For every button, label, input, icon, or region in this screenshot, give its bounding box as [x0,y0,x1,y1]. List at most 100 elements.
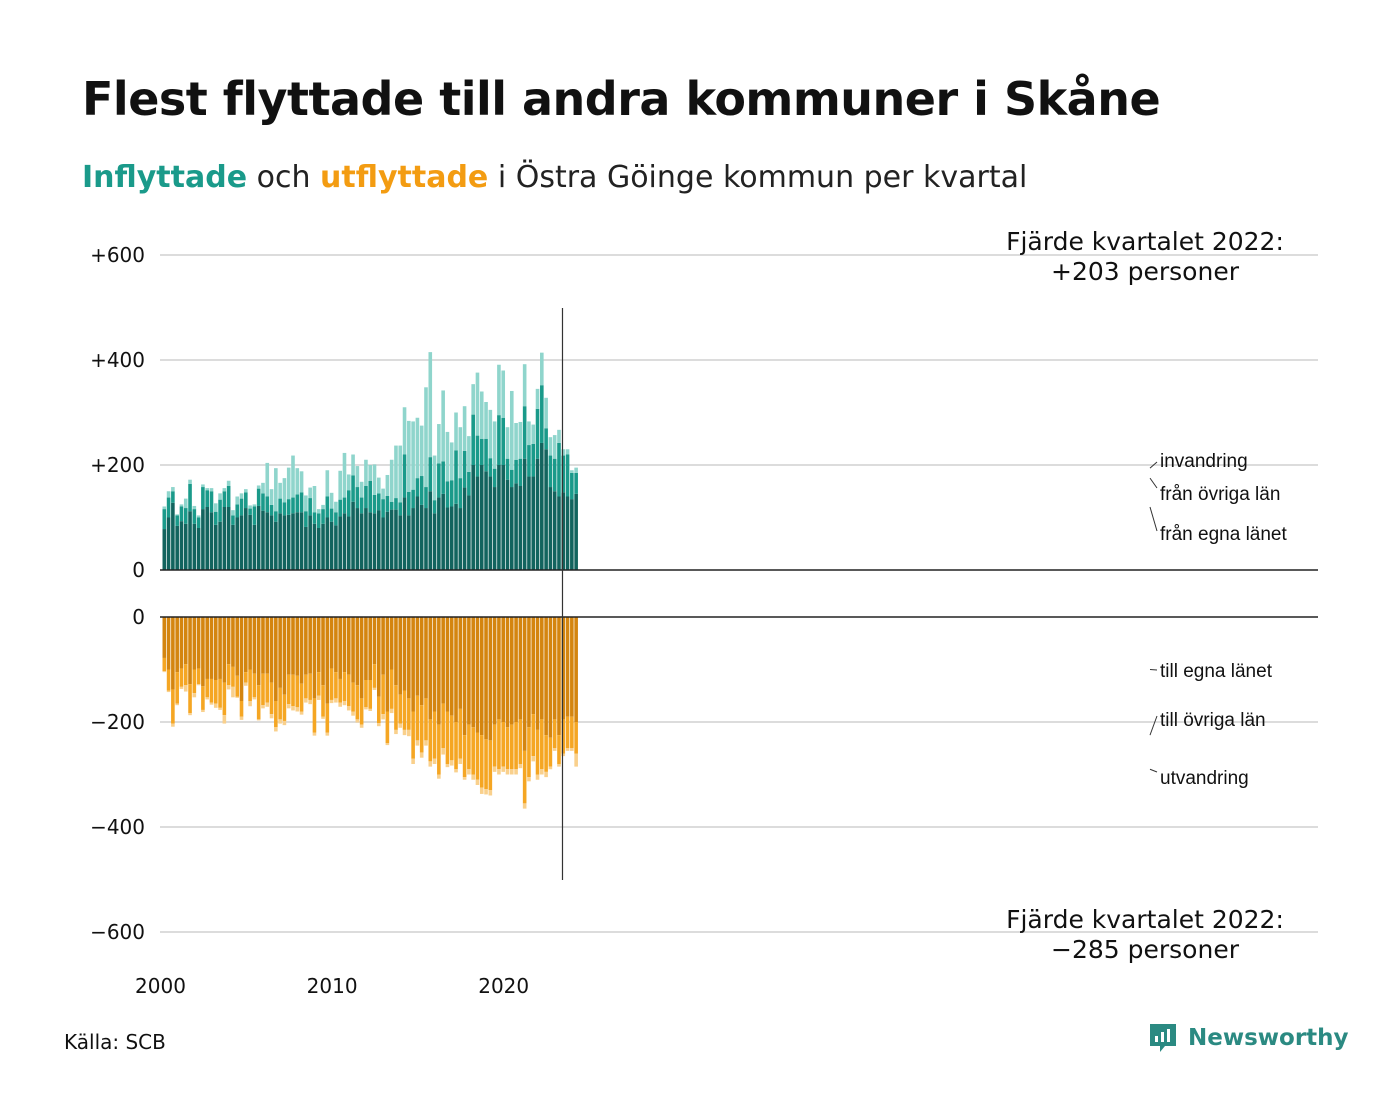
bar-out-other-counties [209,678,214,703]
bar-in-other-counties [231,515,235,525]
bar-in-immigration [475,372,480,436]
bar-out-other-counties [522,750,527,804]
bar-in-own-county [527,476,531,570]
bar-in-own-county [432,513,437,570]
bar-in-immigration [522,364,527,407]
bar-out-other-counties [561,719,566,754]
bar-in-other-counties [171,491,175,503]
bar-in-immigration [196,515,201,518]
bar-in-own-county [342,513,347,570]
bar-in-immigration [213,503,218,512]
bar-in-other-counties [540,385,544,443]
bar-out-own-county [252,617,257,674]
bar-in-own-county [162,529,167,570]
bar-in-other-counties [278,498,282,514]
bar-out-emigration [501,766,506,772]
bar-in-other-counties [505,458,510,480]
bar-out-own-county [183,617,188,665]
bar-out-emigration [462,777,467,780]
inflow-bars [162,352,578,570]
bar-out-own-county [561,617,566,720]
bar-in-other-counties [218,499,222,522]
bar-in-other-counties [462,450,467,488]
bar-in-own-county [291,513,295,570]
bar-out-other-counties [437,724,441,775]
bar-in-own-county [205,507,209,570]
bar-out-other-counties [484,739,488,790]
bar-in-immigration [282,478,287,503]
bar-in-own-county [505,479,510,570]
bar-in-other-counties [295,494,300,513]
bar-in-other-counties [364,486,368,509]
bar-out-emigration [338,702,342,707]
bar-in-immigration [183,498,188,509]
bar-out-own-county [471,617,475,728]
bar-in-other-counties [368,480,373,513]
series-leader-line [1149,506,1158,532]
bar-out-other-counties [471,727,475,775]
bar-out-other-counties [377,696,381,724]
bar-out-emigration [183,685,188,692]
bar-in-own-county [441,493,445,570]
subtitle-rest: i Östra Göinge kommun per kvartal [497,160,1028,195]
bar-out-emigration [269,714,274,719]
bar-in-own-county [381,517,385,570]
bar-in-other-counties [522,406,527,459]
bar-in-immigration [552,435,557,459]
bar-in-other-counties [488,458,493,477]
bar-in-immigration [201,484,205,488]
bar-in-own-county [325,517,330,570]
bar-out-own-county [346,617,351,675]
bar-out-emigration [346,706,351,711]
bar-in-other-counties [351,475,355,502]
bar-out-other-counties [171,689,175,724]
bar-out-own-county [398,617,403,695]
bar-in-immigration [527,421,531,446]
bar-out-emigration [479,787,484,794]
series-leader-line [1149,715,1158,736]
bar-out-own-county [179,617,184,669]
bar-out-own-county [334,617,338,673]
bar-in-own-county [252,524,257,570]
bar-out-own-county [441,617,445,704]
bar-out-own-county [175,617,179,673]
bar-out-emigration [565,748,570,751]
bar-out-other-counties [355,685,360,720]
bar-in-own-county [522,458,527,570]
bar-out-own-county [570,617,574,717]
bar-out-emigration [321,716,325,719]
bar-out-other-counties [514,722,518,770]
bar-out-emigration [188,713,192,716]
bar-in-own-county [299,512,304,570]
bar-out-emigration [441,748,445,755]
bar-in-other-counties [244,492,248,509]
bar-in-other-counties [222,491,227,507]
bar-out-own-county [209,617,214,679]
bar-out-other-counties [304,674,308,699]
bar-out-emigration [385,743,390,746]
bar-in-immigration [424,387,428,488]
bar-out-emigration [299,711,304,715]
bar-out-other-counties [531,714,536,757]
bar-in-immigration [278,482,282,499]
bar-in-immigration [484,402,488,439]
bar-out-own-county [359,617,364,699]
bar-in-immigration [445,431,450,482]
bar-out-other-counties [239,701,244,717]
bar-out-own-county [244,617,248,673]
bar-out-other-counties [424,698,428,741]
bar-in-other-counties [509,469,514,488]
bar-in-immigration [428,352,433,458]
chart-title: Flest flyttade till andra kommuner i Skå… [82,72,1161,126]
bar-out-emigration [179,686,184,689]
bar-out-own-county [381,617,385,675]
bar-out-emigration [488,790,493,796]
bar-in-other-counties [377,493,381,511]
bar-out-emigration [389,708,394,714]
bar-in-immigration [561,449,566,456]
series-leader-line [1149,669,1158,671]
bar-in-own-county [492,487,497,570]
bar-out-emigration [407,729,411,737]
bar-out-own-county [548,617,553,738]
